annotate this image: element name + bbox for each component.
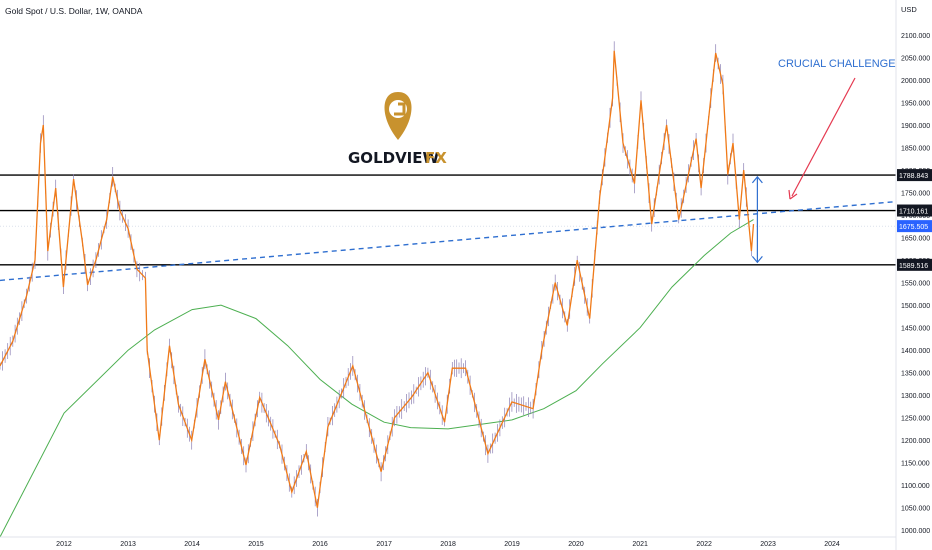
y-tick-label: 1900.000	[901, 123, 930, 130]
crucial-challenge-annotation: CRUCIAL CHALLENGE	[778, 58, 896, 70]
trendline-layer	[0, 200, 897, 282]
moving-average-line	[0, 219, 754, 538]
y-tick-label: 2000.000	[901, 78, 930, 85]
price-label-box	[897, 204, 932, 217]
price-label-box	[897, 258, 932, 271]
horizontal-levels	[0, 174, 896, 266]
y-tick-label: 1500.000	[901, 303, 930, 310]
x-tick-label: 2019	[504, 541, 520, 548]
x-tick-label: 2016	[312, 541, 328, 548]
y-tick-label: 1050.000	[901, 506, 930, 513]
y-tick-label: 1100.000	[901, 483, 930, 490]
annotation-arrow	[788, 77, 856, 200]
x-tick-label: 2013	[120, 541, 136, 548]
x-tick-label: 2021	[632, 541, 648, 548]
y-tick-label: 1300.000	[901, 393, 930, 400]
y-tick-label: 2050.000	[901, 56, 930, 63]
x-tick-label: 2015	[248, 541, 264, 548]
y-tick-label: 1950.000	[901, 101, 930, 108]
symbol-title: Gold Spot / U.S. Dollar, 1W, OANDA	[5, 6, 143, 16]
range-arrow-head	[751, 255, 763, 264]
trendline[interactable]	[0, 200, 897, 282]
y-tick-label: 1650.000	[901, 236, 930, 243]
y-tick-label: 1150.000	[901, 461, 930, 468]
y-tick-label: 1550.000	[901, 281, 930, 288]
y-tick-label: 1350.000	[901, 371, 930, 378]
currency-label: USD	[901, 5, 917, 14]
location-pin-icon	[384, 92, 412, 140]
y-tick-label: 1400.000	[901, 348, 930, 355]
y-tick-label: 1700.000	[901, 213, 930, 220]
price-label-text: 1589.516	[899, 263, 928, 270]
range-arrows	[751, 175, 763, 264]
price-label-text: 1788.843	[899, 173, 928, 180]
x-tick-label: 2022	[696, 541, 712, 548]
y-tick-label: 1750.000	[901, 191, 930, 198]
price-line	[0, 50, 755, 508]
logo-word-fx: FX	[425, 149, 447, 167]
price-labels: 1788.843 1710.161 1675.505 1589.516	[897, 169, 932, 271]
x-tick-label: 2024	[824, 541, 840, 548]
y-tick-label: 1250.000	[901, 416, 930, 423]
x-tick-label: 2014	[184, 541, 200, 548]
price-label-box	[897, 169, 932, 182]
y-tick-label: 1850.000	[901, 146, 930, 153]
x-tick-label: 2023	[760, 541, 776, 548]
price-axis: 2100.000 2050.000 2000.000 1950.000 1900.000…	[895, 0, 930, 550]
x-tick-label: 2017	[376, 541, 392, 548]
price-label-box	[897, 220, 932, 233]
y-tick-label: 2100.000	[901, 33, 930, 40]
price-label-text: 1675.505	[899, 224, 928, 231]
goldview-logo: GOLDVIEW FX	[348, 92, 447, 167]
price-line-layer	[0, 41, 755, 517]
x-tick-label: 2012	[56, 541, 72, 548]
x-tick-label: 2020	[568, 541, 584, 548]
x-tick-label: 2018	[440, 541, 456, 548]
range-arrow-head	[751, 175, 763, 184]
moving-average-layer	[0, 219, 754, 538]
price-label-text: 1710.161	[899, 209, 928, 216]
y-tick-label: 1000.000	[901, 528, 930, 535]
y-tick-label: 1200.000	[901, 438, 930, 445]
time-axis: 2012 2013 2014 2015 2016 2017 2018 2019 2020 2021…	[0, 536, 896, 548]
logo-word-goldview: GOLDVIEW	[348, 149, 440, 167]
y-tick-label: 1450.000	[901, 326, 930, 333]
